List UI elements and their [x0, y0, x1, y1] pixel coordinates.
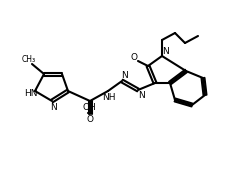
Text: HN: HN [24, 89, 38, 98]
Text: N: N [138, 90, 144, 99]
Text: O: O [130, 52, 138, 61]
Text: O: O [87, 115, 94, 124]
Text: N: N [50, 102, 56, 112]
Text: N: N [162, 47, 168, 56]
Text: OH: OH [82, 103, 96, 112]
Text: NH: NH [102, 93, 116, 102]
Text: N: N [121, 71, 127, 80]
Text: CH₃: CH₃ [22, 54, 36, 63]
